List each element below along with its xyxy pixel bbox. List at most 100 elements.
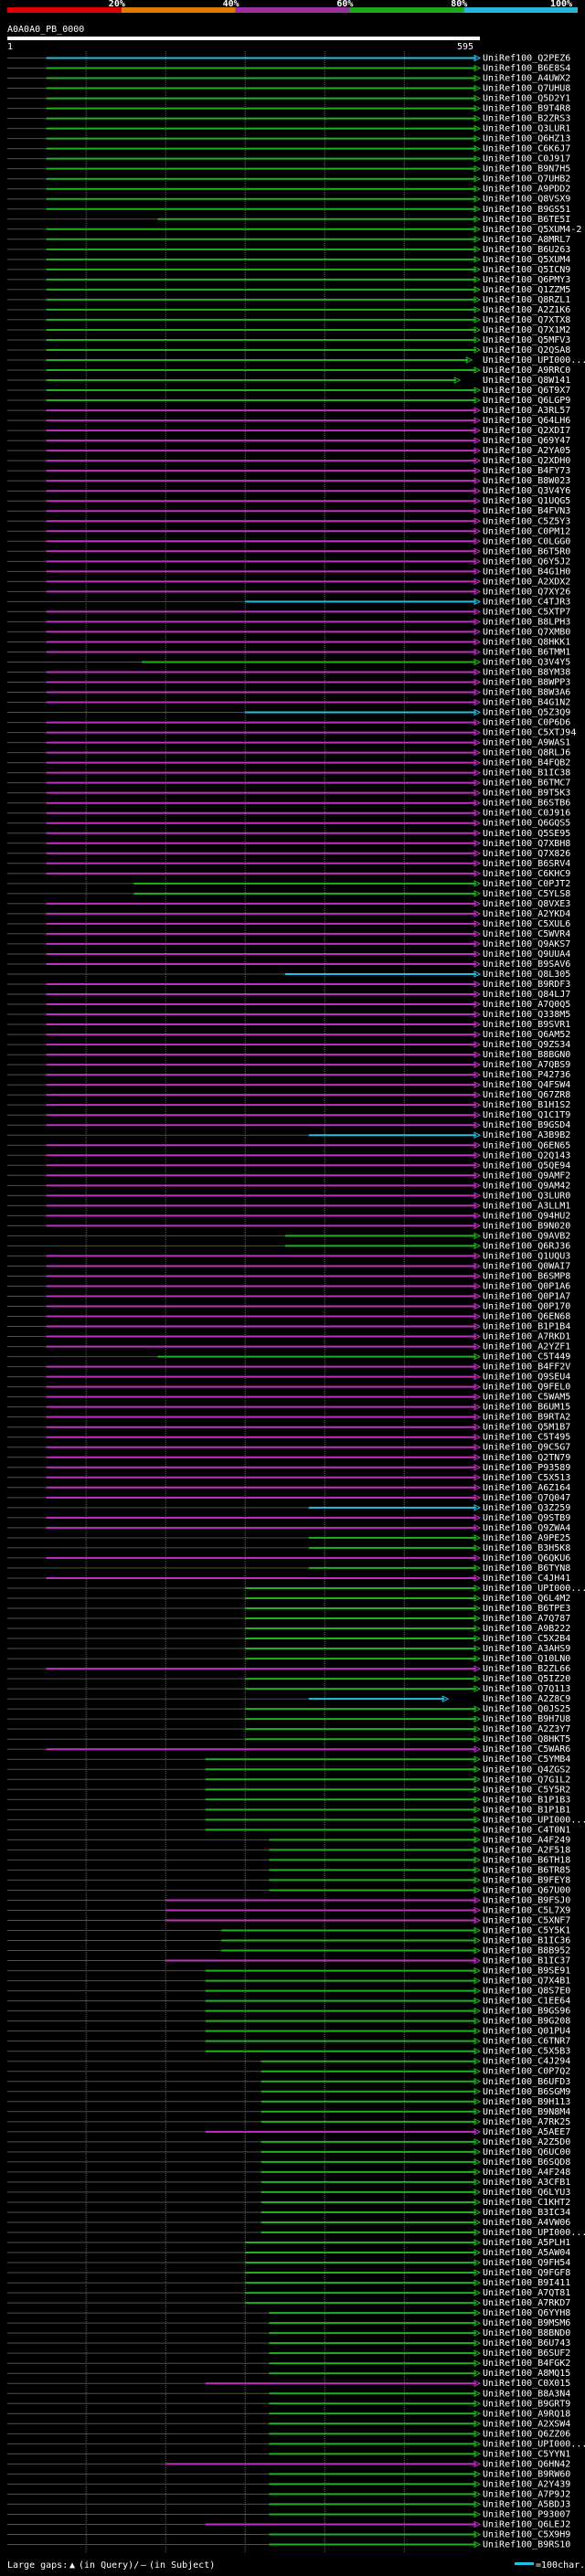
hit-row[interactable]: UniRef100_Q0P1A7: [7, 1291, 570, 1301]
hit-row[interactable]: UniRef100_B9GS96: [7, 2007, 570, 2017]
hit-row[interactable]: UniRef100_Q9C5G7: [7, 1443, 570, 1453]
hit-row[interactable]: UniRef100_C5Y5R2: [7, 1785, 570, 1795]
hit-row[interactable]: UniRef100_Q0P1A6: [7, 1281, 570, 1291]
hit-subject-label[interactable]: UniRef100_A3LLM1: [483, 1201, 570, 1211]
hit-subject-label[interactable]: UniRef100_B9MSM6: [483, 2318, 570, 2328]
hit-row[interactable]: UniRef100_Q6HZ13: [7, 134, 570, 144]
hit-subject-label[interactable]: UniRef100_B9GS51: [483, 205, 570, 215]
hit-subject-label[interactable]: UniRef100_Q1UQU3: [483, 1251, 570, 1261]
hit-row[interactable]: UniRef100_A2Z8C9: [7, 1694, 570, 1704]
hit-subject-label[interactable]: UniRef100_B9N8M4: [483, 2107, 570, 2117]
hit-subject-label[interactable]: UniRef100_B4FQB2: [483, 758, 570, 769]
hit-subject-label[interactable]: UniRef100_UPI000...: [483, 1584, 585, 1594]
hit-row[interactable]: UniRef100_C5WAR6: [7, 1744, 570, 1754]
hit-row[interactable]: UniRef100_A2F518: [7, 1845, 570, 1855]
hit-subject-label[interactable]: UniRef100_C6TNR7: [483, 2037, 570, 2047]
hit-subject-label[interactable]: UniRef100_Q0JS25: [483, 1704, 570, 1714]
hit-subject-label[interactable]: UniRef100_A7RK25: [483, 2117, 570, 2127]
hit-subject-label[interactable]: UniRef100_B9N020: [483, 1221, 570, 1231]
hit-row[interactable]: UniRef100_B8W023: [7, 476, 570, 486]
hit-row[interactable]: UniRef100_B6U743: [7, 2338, 570, 2348]
hit-row[interactable]: UniRef100_Q1ZZM5: [7, 285, 570, 295]
hit-subject-label[interactable]: UniRef100_B1H1S2: [483, 1100, 570, 1110]
hit-subject-label[interactable]: UniRef100_Q7X4B1: [483, 1977, 570, 1987]
hit-row[interactable]: UniRef100_B9RS10: [7, 2539, 570, 2549]
hit-row[interactable]: UniRef100_C6TNR7: [7, 2037, 570, 2047]
hit-subject-label[interactable]: UniRef100_Q0P170: [483, 1302, 570, 1312]
hit-subject-label[interactable]: UniRef100_B6E8S4: [483, 64, 570, 74]
hit-subject-label[interactable]: UniRef100_B2ZRS3: [483, 114, 570, 124]
hit-subject-label[interactable]: UniRef100_A2YA05: [483, 446, 570, 456]
hit-subject-label[interactable]: UniRef100_A8MQ15: [483, 2369, 570, 2379]
hit-subject-label[interactable]: UniRef100_Q6QKU6: [483, 1553, 570, 1564]
hit-row[interactable]: UniRef100_B6TH18: [7, 1855, 570, 1865]
hit-subject-label[interactable]: UniRef100_B9RDF3: [483, 980, 570, 990]
hit-row[interactable]: UniRef100_B6STB6: [7, 799, 570, 809]
hit-subject-label[interactable]: UniRef100_B9T5K3: [483, 789, 570, 799]
hit-row[interactable]: UniRef100_Q2XDI7: [7, 426, 570, 436]
hit-row[interactable]: UniRef100_B6TR85: [7, 1865, 570, 1875]
hit-subject-label[interactable]: UniRef100_Q6HZ13: [483, 134, 570, 144]
hit-subject-label[interactable]: UniRef100_Q1UQG5: [483, 496, 570, 506]
hit-row[interactable]: UniRef100_Q2TN79: [7, 1453, 570, 1463]
hit-subject-label[interactable]: UniRef100_Q6LYU3: [483, 2188, 570, 2198]
hit-subject-label[interactable]: UniRef100_C5X9H9: [483, 2529, 570, 2539]
hit-row[interactable]: UniRef100_B6E8S4: [7, 64, 570, 74]
hit-subject-label[interactable]: UniRef100_A7QT81: [483, 2288, 570, 2298]
hit-row[interactable]: UniRef100_Q9UUA4: [7, 949, 570, 959]
hit-row[interactable]: UniRef100_Q6QKU6: [7, 1553, 570, 1564]
hit-row[interactable]: UniRef100_Q9FGF8: [7, 2268, 570, 2278]
hit-subject-label[interactable]: UniRef100_C5XTP7: [483, 607, 570, 617]
hit-row[interactable]: UniRef100_Q5M1B7: [7, 1423, 570, 1433]
hit-subject-label[interactable]: UniRef100_Q5QE94: [483, 1161, 570, 1171]
hit-row[interactable]: UniRef100_C5X2B4: [7, 1634, 570, 1644]
hit-row[interactable]: UniRef100_B6TMM1: [7, 647, 570, 657]
hit-subject-label[interactable]: UniRef100_Q2QSA8: [483, 345, 570, 355]
hit-row[interactable]: UniRef100_Q7XTX8: [7, 315, 570, 325]
hit-row[interactable]: UniRef100_B9H113: [7, 2097, 570, 2107]
hit-row[interactable]: UniRef100_C5XTP7: [7, 607, 570, 617]
hit-row[interactable]: UniRef100_B9SAV6: [7, 959, 570, 970]
hit-row[interactable]: UniRef100_B9N020: [7, 1221, 570, 1231]
hit-subject-label[interactable]: UniRef100_B8B952: [483, 1946, 570, 1956]
hit-row[interactable]: UniRef100_Q9AKS7: [7, 939, 570, 949]
hit-subject-label[interactable]: UniRef100_Q9C5G7: [483, 1443, 570, 1453]
hit-row[interactable]: UniRef100_B9SVR1: [7, 1020, 570, 1030]
hit-row[interactable]: UniRef100_B9I411: [7, 2278, 570, 2288]
hit-row[interactable]: UniRef100_Q0P170: [7, 1302, 570, 1312]
hit-subject-label[interactable]: UniRef100_A6Z164: [483, 1483, 570, 1493]
hit-row[interactable]: UniRef100_Q4FSW4: [7, 1080, 570, 1090]
hit-subject-label[interactable]: UniRef100_P93589: [483, 1463, 570, 1473]
hit-subject-label[interactable]: UniRef100_B9RW60: [483, 2469, 570, 2479]
hit-row[interactable]: UniRef100_B6SGM9: [7, 2087, 570, 2097]
hit-subject-label[interactable]: UniRef100_Q0WAI7: [483, 1261, 570, 1271]
hit-row[interactable]: UniRef100_B9N8M4: [7, 2107, 570, 2117]
hit-row[interactable]: UniRef100_C5YYN1: [7, 2449, 570, 2459]
hit-row[interactable]: UniRef100_P93007: [7, 2509, 570, 2519]
hit-row[interactable]: UniRef100_B6UFD3: [7, 2077, 570, 2087]
hit-subject-label[interactable]: UniRef100_Q9UUA4: [483, 949, 570, 959]
hit-row[interactable]: UniRef100_Q3V4Y6: [7, 486, 570, 496]
hit-subject-label[interactable]: UniRef100_Q9FEL0: [483, 1383, 570, 1393]
hit-subject-label[interactable]: UniRef100_B6TPE3: [483, 1604, 570, 1614]
hit-subject-label[interactable]: UniRef100_A2XSW4: [483, 2419, 570, 2429]
hit-subject-label[interactable]: UniRef100_B3H5K8: [483, 1543, 570, 1553]
hit-row[interactable]: UniRef100_A5AEE7: [7, 2127, 570, 2137]
hit-subject-label[interactable]: UniRef100_B6TMM1: [483, 647, 570, 657]
hit-subject-label[interactable]: UniRef100_C0LGG0: [483, 536, 570, 546]
hit-row[interactable]: UniRef100_Q5D2Y1: [7, 94, 570, 104]
hit-subject-label[interactable]: UniRef100_A5PLH1: [483, 2238, 570, 2248]
hit-subject-label[interactable]: UniRef100_B8A3N4: [483, 2389, 570, 2399]
hit-row[interactable]: UniRef100_C0LGG0: [7, 536, 570, 546]
hit-row[interactable]: UniRef100_B4FY73: [7, 466, 570, 476]
hit-row[interactable]: UniRef100_Q6ZZ06: [7, 2429, 570, 2439]
hit-row[interactable]: UniRef100_C5X5B3: [7, 2047, 570, 2057]
hit-subject-label[interactable]: UniRef100_C5X2B4: [483, 1634, 570, 1644]
hit-row[interactable]: UniRef100_A5BDJ3: [7, 2499, 570, 2509]
hit-row[interactable]: UniRef100_UPI000...: [7, 1815, 585, 1825]
hit-row[interactable]: UniRef100_A9PE25: [7, 1533, 570, 1543]
hit-row[interactable]: UniRef100_Q9AVB2: [7, 1231, 570, 1241]
hit-subject-label[interactable]: UniRef100_C1KHT2: [483, 2198, 570, 2208]
hit-subject-label[interactable]: UniRef100_B6TMC7: [483, 779, 570, 789]
hit-row[interactable]: UniRef100_B3IC34: [7, 2208, 570, 2218]
